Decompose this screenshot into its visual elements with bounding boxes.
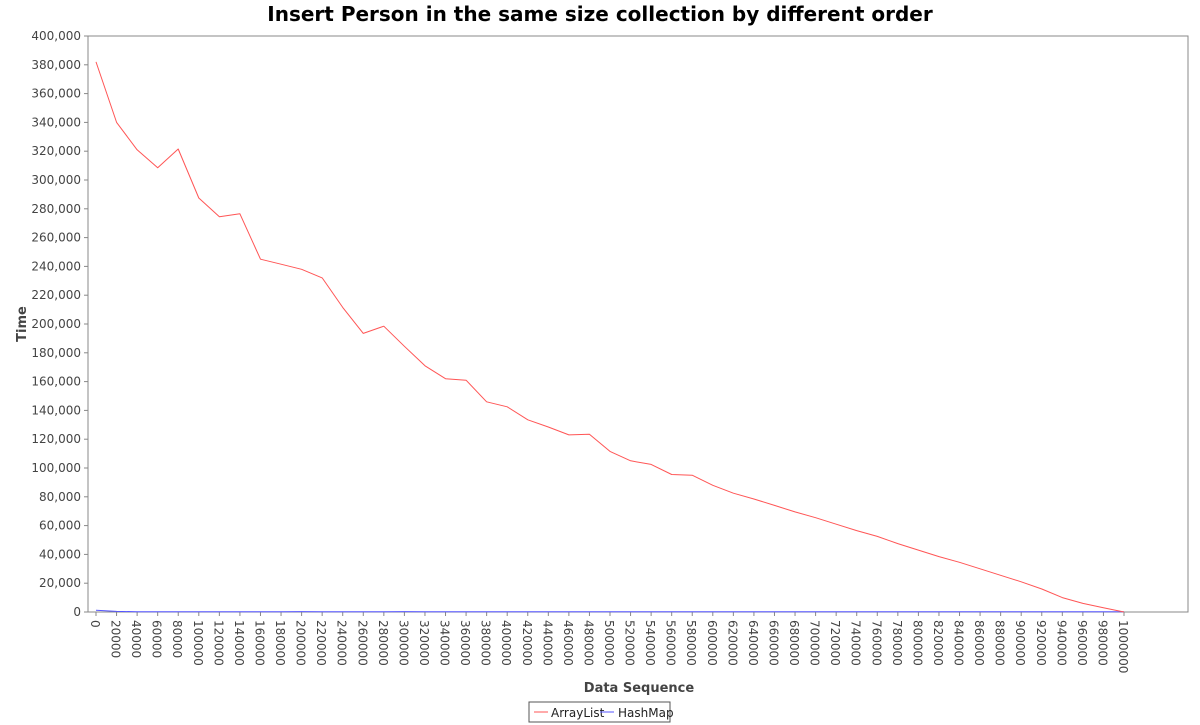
x-tick-label: 880000 <box>993 620 1007 666</box>
y-tick-label: 120,000 <box>31 432 81 446</box>
y-tick-label: 240,000 <box>31 259 81 273</box>
y-tick-label: 100,000 <box>31 461 81 475</box>
x-tick-label: 980000 <box>1095 620 1109 666</box>
x-tick-label: 160000 <box>252 620 266 666</box>
x-tick-label: 660000 <box>766 620 780 666</box>
y-tick-label: 60,000 <box>39 519 81 533</box>
x-tick-label: 300000 <box>396 620 410 666</box>
y-tick-label: 220,000 <box>31 288 81 302</box>
x-tick-label: 720000 <box>828 620 842 666</box>
x-tick-label: 420000 <box>520 620 534 666</box>
x-tick-label: 1000000 <box>1116 620 1130 673</box>
x-tick-label: 60000 <box>150 620 164 658</box>
x-tick-label: 320000 <box>417 620 431 666</box>
y-tick-label: 260,000 <box>31 231 81 245</box>
x-tick-label: 120000 <box>211 620 225 666</box>
y-tick-label: 340,000 <box>31 115 81 129</box>
x-tick-label: 460000 <box>561 620 575 666</box>
x-tick-label: 140000 <box>232 620 246 666</box>
y-tick-label: 320,000 <box>31 144 81 158</box>
x-tick-label: 540000 <box>643 620 657 666</box>
y-axis-title: Time <box>15 306 30 342</box>
x-tick-label: 860000 <box>972 620 986 666</box>
x-tick-label: 400000 <box>499 620 513 666</box>
x-axis: 0 20000 40000 60000 80000 100000 120000 140000 1… <box>88 612 1130 673</box>
y-tick-label: 140,000 <box>31 403 81 417</box>
y-axis: 0 20,000 40,000 60,000 80,000 100,000 120,000 1… <box>31 29 88 619</box>
x-tick-label: 840000 <box>952 620 966 666</box>
x-tick-label: 380000 <box>479 620 493 666</box>
plot-area <box>87 35 1189 613</box>
series-layer <box>95 61 1125 613</box>
x-tick-label: 740000 <box>849 620 863 666</box>
x-tick-label: 640000 <box>746 620 760 666</box>
x-tick-label: 760000 <box>869 620 883 666</box>
y-tick-label: 400,000 <box>31 29 81 43</box>
x-tick-label: 700000 <box>808 620 822 666</box>
y-tick-label: 200,000 <box>31 317 81 331</box>
x-axis-title: Data Sequence <box>584 681 695 696</box>
x-tick-label: 280000 <box>376 620 390 666</box>
x-tick-label: 560000 <box>664 620 678 666</box>
y-tick-label: 360,000 <box>31 87 81 101</box>
x-tick-label: 580000 <box>684 620 698 666</box>
x-tick-label: 480000 <box>581 620 595 666</box>
x-tick-label: 200000 <box>294 620 308 666</box>
x-tick-label: 20000 <box>109 620 123 658</box>
x-tick-label: 40000 <box>129 620 143 658</box>
x-tick-label: 360000 <box>458 620 472 666</box>
x-tick-label: 220000 <box>314 620 328 666</box>
x-tick-label: 780000 <box>890 620 904 666</box>
x-tick-label: 240000 <box>335 620 349 666</box>
x-tick-label: 600000 <box>705 620 719 666</box>
y-tick-label: 380,000 <box>31 58 81 72</box>
x-tick-label: 80000 <box>170 620 184 658</box>
y-tick-label: 0 <box>73 605 81 619</box>
x-tick-label: 820000 <box>931 620 945 666</box>
y-tick-label: 280,000 <box>31 202 81 216</box>
x-tick-label: 0 <box>88 620 102 628</box>
x-tick-label: 180000 <box>273 620 287 666</box>
x-tick-label: 520000 <box>623 620 637 666</box>
x-tick-label: 100000 <box>191 620 205 666</box>
y-tick-label: 40,000 <box>39 547 81 561</box>
x-tick-label: 620000 <box>725 620 739 666</box>
legend-box <box>528 701 671 723</box>
y-tick-label: 300,000 <box>31 173 81 187</box>
y-tick-label: 160,000 <box>31 375 81 389</box>
x-tick-label: 800000 <box>910 620 924 666</box>
legend: ArrayList HashMap <box>528 701 674 723</box>
series-line-hashmap <box>95 609 1124 613</box>
x-tick-label: 680000 <box>787 620 801 666</box>
y-tick-label: 20,000 <box>39 576 81 590</box>
x-tick-label: 920000 <box>1034 620 1048 666</box>
series-line-arraylist <box>95 61 1125 613</box>
y-tick-label: 180,000 <box>31 346 81 360</box>
x-tick-label: 340000 <box>438 620 452 666</box>
x-tick-label: 940000 <box>1054 620 1068 666</box>
legend-label-arraylist: ArrayList <box>551 706 605 720</box>
x-tick-label: 500000 <box>602 620 616 666</box>
x-tick-label: 440000 <box>540 620 554 666</box>
x-tick-label: 960000 <box>1075 620 1089 666</box>
y-tick-label: 80,000 <box>39 490 81 504</box>
x-tick-label: 900000 <box>1013 620 1027 666</box>
chart-title: Insert Person in the same size collectio… <box>267 2 933 26</box>
x-tick-label: 260000 <box>355 620 369 666</box>
legend-label-hashmap: HashMap <box>618 706 674 720</box>
